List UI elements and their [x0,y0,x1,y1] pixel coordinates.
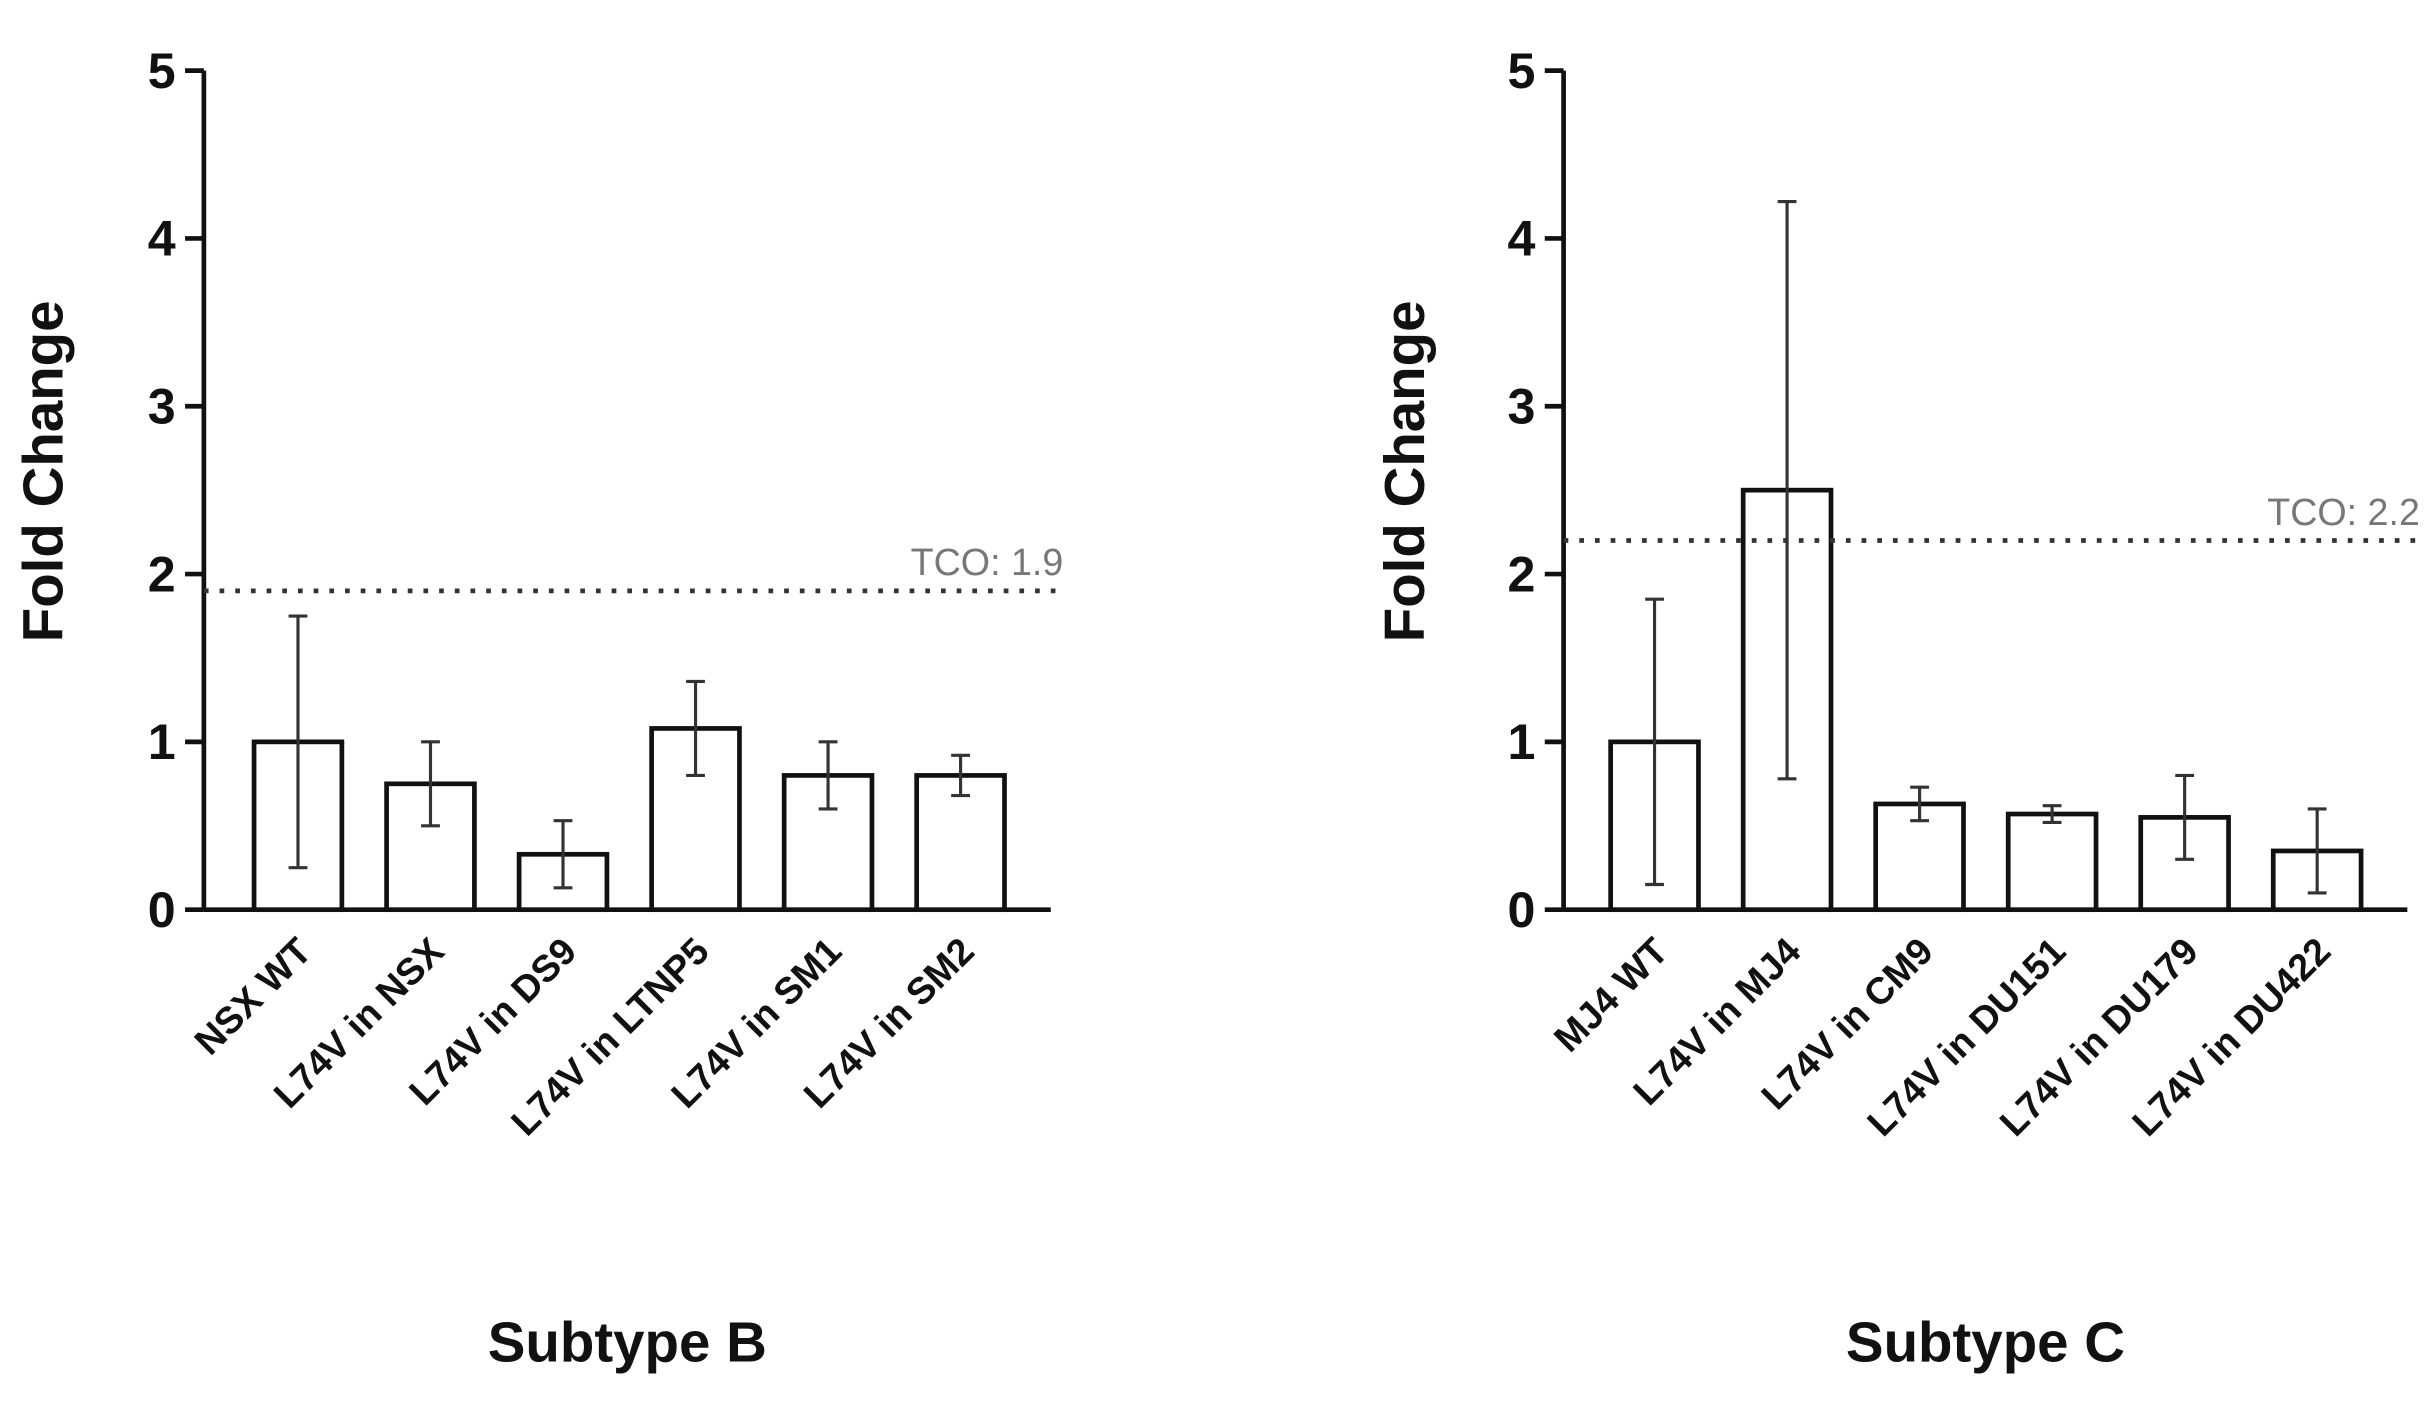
y-tick-label: 3 [148,379,176,435]
y-axis-label: Fold Change [1373,300,1436,642]
y-tick-label: 2 [148,546,176,602]
x-tick-label: NSX WT [186,930,319,1063]
y-tick-label: 0 [1507,882,1535,938]
reference-label: TCO: 1.9 [911,541,1064,583]
bar [2005,811,2099,913]
y-tick-label: 2 [1507,546,1535,602]
x-axis-label: Subtype C [1846,1310,2125,1373]
y-tick-label: 5 [1507,43,1535,99]
x-tick-label: MJ4 WT [1546,930,1676,1060]
y-axis-label: Fold Change [12,300,75,642]
y-tick-label: 3 [1507,379,1535,435]
y-tick-label: 5 [148,43,176,99]
reference-label: TCO: 2.2 [2267,491,2420,533]
y-tick-label: 1 [148,714,176,770]
bar [914,773,1007,913]
y-tick-label: 1 [1507,714,1535,770]
y-tick-label: 4 [148,211,176,267]
y-tick-label: 4 [1507,211,1535,267]
y-tick-label: 0 [148,882,176,938]
x-axis-label: Subtype B [488,1310,767,1373]
